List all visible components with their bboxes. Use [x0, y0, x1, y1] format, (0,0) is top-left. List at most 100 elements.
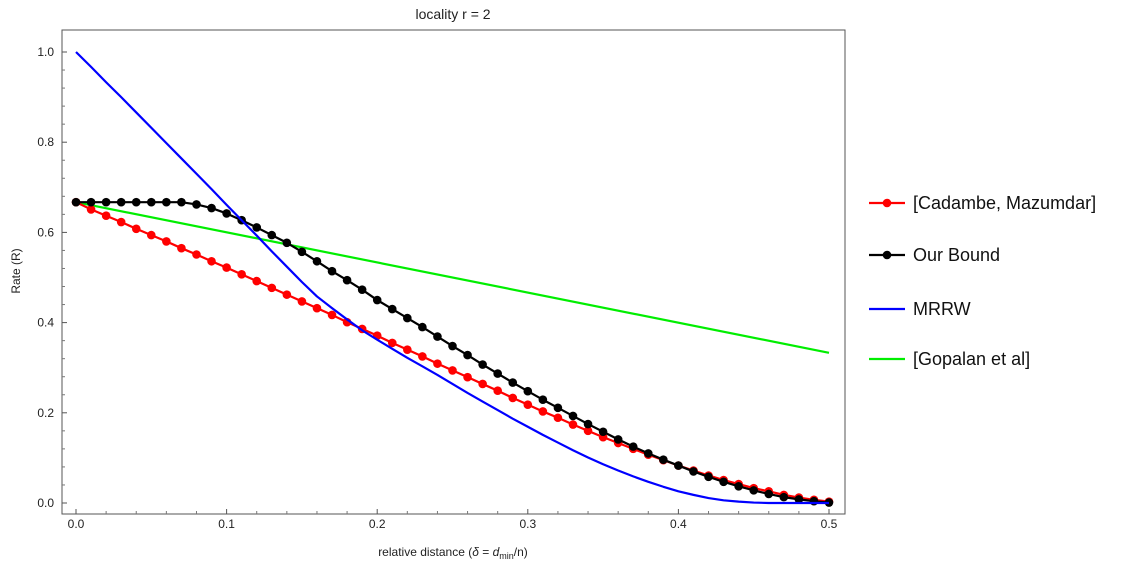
x-tick-label: 0.4: [670, 517, 687, 531]
data-point-cadambe-mazumdar: [433, 359, 442, 368]
chart-title: locality r = 2: [415, 6, 490, 22]
y-axis-label: Rate (R): [9, 248, 23, 293]
data-point-our-bound: [583, 419, 593, 429]
data-point-our-bound: [794, 495, 804, 504]
data-point-cadambe-mazumdar: [116, 217, 126, 227]
data-point-our-bound: [433, 332, 442, 341]
x-label-delta: δ: [472, 545, 479, 559]
data-point-our-bound: [493, 369, 502, 378]
data-point-cadambe-mazumdar: [86, 205, 96, 214]
data-point-cadambe-mazumdar: [448, 366, 457, 375]
data-point-our-bound: [704, 472, 713, 482]
data-point-our-bound: [809, 496, 819, 506]
legend-label-gopalan-et-al: [Gopalan et al]: [913, 349, 1030, 369]
data-point-cadambe-mazumdar: [237, 270, 246, 279]
data-point-our-bound: [719, 477, 728, 487]
plot-frame: [61, 29, 846, 515]
data-point-our-bound: [387, 304, 397, 314]
data-point-cadambe-mazumdar: [252, 276, 262, 286]
data-point-our-bound: [207, 203, 216, 213]
data-point-our-bound: [448, 341, 457, 351]
data-point-our-bound: [734, 482, 743, 491]
series-line-our-bound: [76, 201, 830, 504]
data-point-cadambe-mazumdar: [463, 372, 472, 382]
y-tick-label: 0.2: [37, 406, 54, 420]
data-point-cadambe-mazumdar: [523, 400, 533, 409]
data-point-our-bound: [222, 209, 231, 218]
data-point-our-bound: [523, 386, 533, 396]
data-point-our-bound: [418, 322, 427, 332]
series-layer: [71, 51, 834, 507]
data-point-cadambe-mazumdar: [538, 407, 548, 416]
data-point-cadambe-mazumdar: [403, 345, 412, 354]
data-point-our-bound: [116, 197, 126, 207]
legend-label-mrrw: MRRW: [913, 299, 971, 319]
x-tick-label: 0.3: [519, 517, 536, 531]
data-point-cadambe-mazumdar: [101, 211, 111, 221]
data-point-our-bound: [327, 266, 337, 276]
data-point-our-bound: [372, 295, 382, 305]
x-label-suffix: /n): [514, 545, 528, 559]
data-point-our-bound: [86, 197, 96, 207]
data-point-our-bound: [764, 489, 774, 499]
data-point-our-bound: [267, 230, 277, 240]
data-point-cadambe-mazumdar: [192, 250, 201, 259]
data-point-cadambe-mazumdar: [508, 393, 518, 403]
data-point-our-bound: [131, 197, 141, 207]
data-point-cadambe-mazumdar: [297, 297, 307, 306]
data-point-our-bound: [674, 461, 683, 470]
data-point-cadambe-mazumdar: [222, 263, 231, 272]
data-point-our-bound: [613, 435, 623, 444]
data-point-cadambe-mazumdar: [387, 338, 397, 348]
data-point-our-bound: [749, 486, 758, 495]
data-point-cadambe-mazumdar: [478, 379, 487, 389]
data-point-our-bound: [312, 256, 322, 266]
x-tick-label: 0.2: [369, 517, 386, 531]
data-point-cadambe-mazumdar: [493, 386, 502, 396]
data-point-our-bound: [659, 455, 668, 465]
x-label-d: d: [493, 545, 500, 559]
data-point-our-bound: [192, 200, 201, 209]
data-point-our-bound: [357, 285, 367, 294]
data-point-our-bound: [553, 403, 563, 413]
x-tick-label: 0.1: [218, 517, 235, 531]
data-point-our-bound: [508, 378, 518, 387]
data-point-cadambe-mazumdar: [147, 230, 156, 240]
data-point-our-bound: [403, 313, 412, 323]
y-tick-label: 0.4: [37, 316, 54, 330]
data-point-our-bound: [282, 238, 292, 248]
legend: [Cadambe, Mazumdar] Our Bound MRRW [Gopalan…: [869, 193, 1096, 369]
x-tick-label: 0.0: [68, 517, 85, 531]
data-point-our-bound: [598, 427, 608, 437]
data-point-our-bound: [689, 467, 698, 476]
data-point-cadambe-mazumdar: [327, 310, 337, 320]
data-point-our-bound: [252, 223, 262, 232]
series-line-gopalan-et-al: [75, 201, 830, 354]
data-point-our-bound: [297, 247, 307, 257]
y-tick-label: 0.6: [37, 225, 54, 239]
legend-label-cadambe-mazumdar: [Cadambe, Mazumdar]: [913, 193, 1096, 213]
x-label-eq: =: [479, 545, 493, 559]
data-point-our-bound: [463, 350, 472, 360]
series-line-mrrw: [75, 51, 829, 505]
data-point-our-bound: [147, 197, 156, 207]
series-line-cadambe-mazumdar: [75, 201, 830, 503]
data-point-our-bound: [478, 360, 487, 369]
data-point-cadambe-mazumdar: [267, 283, 277, 293]
data-point-cadambe-mazumdar: [162, 237, 171, 246]
y-tick-label: 0.0: [37, 496, 54, 510]
data-point-cadambe-mazumdar: [568, 420, 578, 429]
data-point-cadambe-mazumdar: [131, 224, 141, 234]
x-tick-label: 0.5: [821, 517, 838, 531]
y-tick-label: 1.0: [37, 45, 54, 59]
data-point-our-bound: [568, 411, 578, 421]
data-point-cadambe-mazumdar: [282, 290, 292, 299]
data-point-cadambe-mazumdar: [553, 413, 563, 423]
data-point-cadambe-mazumdar: [207, 256, 216, 266]
data-point-our-bound: [779, 492, 789, 502]
x-label-sub: min: [499, 551, 514, 561]
data-point-our-bound: [71, 197, 81, 207]
data-point-our-bound: [101, 197, 111, 207]
